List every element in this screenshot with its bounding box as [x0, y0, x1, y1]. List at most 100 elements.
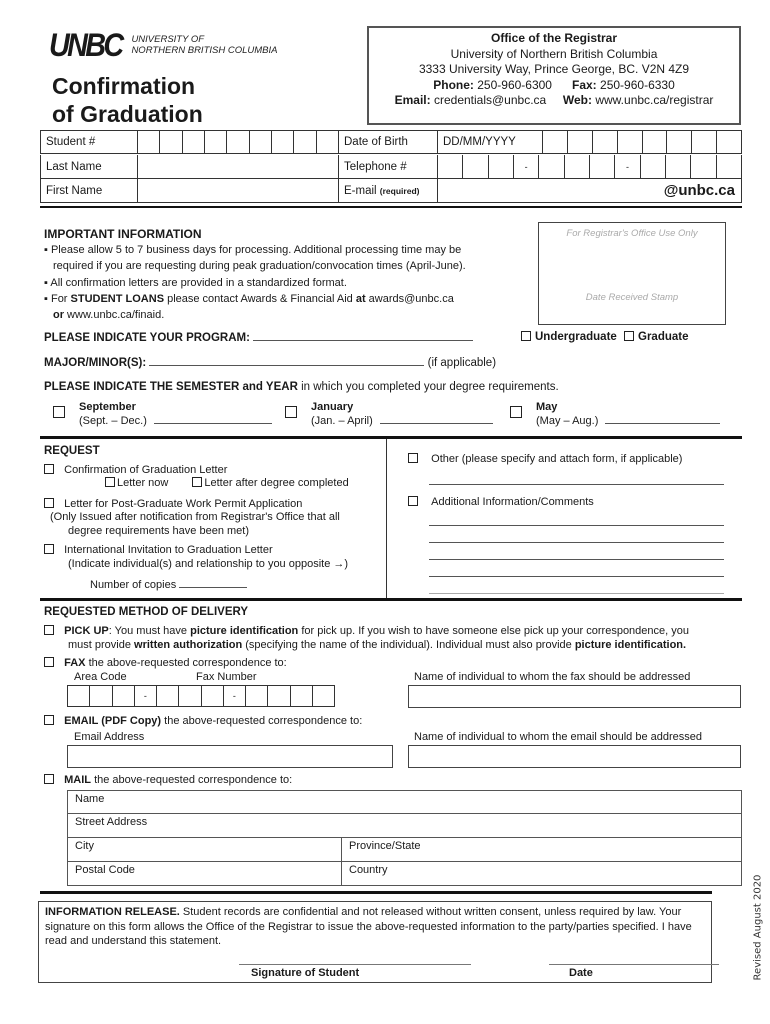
fax-value: 250-960-6330	[600, 77, 675, 92]
january-year-input[interactable]	[379, 414, 493, 424]
email-address-input[interactable]	[67, 745, 393, 768]
mail-province-input[interactable]: Province/State	[341, 838, 741, 861]
email-address-label: Email Address	[74, 731, 145, 743]
pickup-checkbox[interactable]	[44, 625, 54, 635]
student-number-boxes[interactable]	[138, 131, 339, 153]
finaid-link[interactable]: www.unbc.ca/finaid.	[64, 309, 165, 322]
revised-date: Revised August 2020	[752, 874, 764, 981]
info-bullet-1-cont: required if you are requesting during pe…	[53, 260, 466, 273]
dash: -	[514, 155, 540, 178]
release-heading: INFORMATION RELEASE.	[45, 906, 180, 918]
confirmation-letter-checkbox[interactable]	[44, 463, 54, 474]
office-contact-box: Office of the Registrar University of No…	[367, 26, 741, 125]
awards-email-link[interactable]: awards@unbc.ca	[365, 292, 454, 305]
january-checkbox[interactable]	[285, 406, 297, 418]
program-input[interactable]	[253, 331, 474, 341]
email-input[interactable]: @unbc.ca	[438, 179, 741, 202]
email-domain: @unbc.ca	[663, 182, 735, 199]
letter-after-label: Letter after degree completed	[204, 477, 349, 489]
pickup-bold: written authorization	[134, 639, 243, 651]
confirmation-letter-label: Confirmation of Graduation Letter	[64, 463, 228, 476]
student-number-label: Student #	[41, 131, 138, 153]
mail-city-row: City Province/State	[67, 838, 742, 862]
january-label: January	[311, 401, 354, 413]
september-year-input[interactable]	[153, 414, 272, 424]
phone-label: Phone:	[433, 77, 474, 92]
title-line2: of Graduation	[52, 101, 203, 127]
info-bullet-3-pre: For	[50, 292, 71, 305]
divider	[40, 206, 742, 208]
mail-street-input[interactable]: Street Address	[67, 814, 742, 838]
first-name-input[interactable]	[138, 179, 339, 202]
release-text: signature on this form allows the Office…	[45, 920, 692, 933]
page-title: Confirmation of Graduation	[52, 72, 203, 128]
information-release-box: INFORMATION RELEASE. Student records are…	[38, 901, 719, 983]
mail-delivery-text: the above-requested correspondence to:	[91, 774, 293, 786]
logo-wordmark: UNBC	[49, 27, 124, 63]
office-web-link[interactable]: www.unbc.ca/registrar	[595, 93, 714, 107]
telephone-label: Telephone #	[339, 155, 438, 178]
comments-line-3[interactable]	[429, 550, 724, 560]
september-label: September	[79, 401, 136, 413]
comments-line-5[interactable]	[429, 584, 724, 594]
may-checkbox[interactable]	[510, 406, 522, 418]
telephone-boxes[interactable]: --	[438, 155, 741, 178]
info-bullet-1: Please allow 5 to 7 business days for pr…	[50, 244, 462, 257]
comments-line-2[interactable]	[429, 533, 724, 543]
email-recipient-input[interactable]	[408, 745, 741, 768]
fax-number-boxes[interactable]: --	[67, 685, 335, 707]
letter-now-checkbox[interactable]	[105, 477, 115, 487]
last-name-input[interactable]	[138, 155, 339, 178]
phone-value: 250-960-6300	[477, 77, 552, 92]
date-line[interactable]	[549, 964, 719, 965]
mail-city-input[interactable]: City	[75, 840, 94, 852]
comments-line-1[interactable]	[429, 516, 724, 526]
fax-recipient-input[interactable]	[408, 685, 741, 708]
semester-heading: PLEASE INDICATE THE SEMESTER and YEAR in…	[44, 381, 559, 393]
mail-country-input[interactable]: Country	[341, 862, 741, 885]
row-first-name: First Name E-mail (required) @unbc.ca	[40, 179, 742, 203]
major-input[interactable]	[149, 356, 425, 366]
comments-line-4[interactable]	[429, 567, 724, 577]
work-permit-checkbox[interactable]	[44, 497, 54, 508]
at-word: at	[355, 292, 366, 305]
unbc-logo: UNBC UNIVERSITY OF NORTHERN BRITISH COLU…	[45, 27, 277, 63]
office-email-link[interactable]: credentials@unbc.ca	[433, 93, 547, 107]
web-label: Web:	[562, 93, 592, 107]
additional-info-checkbox[interactable]	[408, 496, 418, 506]
graduate-checkbox[interactable]	[624, 331, 634, 341]
mail-delivery-checkbox[interactable]	[44, 774, 54, 784]
dash: -	[615, 155, 641, 178]
if-applicable: (if applicable)	[427, 357, 497, 369]
mail-name-input[interactable]: Name	[67, 790, 742, 814]
international-invitation-checkbox[interactable]	[44, 544, 54, 554]
work-permit-note-cont: degree requirements have been met)	[68, 524, 249, 537]
other-input[interactable]	[429, 475, 724, 485]
signature-line[interactable]	[239, 964, 471, 965]
first-name-label: First Name	[41, 179, 138, 202]
mail-postal-input[interactable]: Postal Code	[75, 864, 135, 876]
other-checkbox[interactable]	[408, 453, 418, 463]
request-section: REQUEST Confirmation of Graduation Lette…	[44, 445, 349, 593]
release-text: Student records are confidential and not…	[179, 906, 682, 918]
copies-input[interactable]	[179, 578, 248, 588]
graduate-label: Graduate	[638, 331, 689, 343]
september-range: (Sept. – Dec.)	[79, 415, 147, 427]
dob-boxes[interactable]	[543, 131, 741, 153]
september-checkbox[interactable]	[53, 406, 65, 418]
letter-after-checkbox[interactable]	[192, 477, 203, 487]
email-required: (required)	[379, 185, 420, 196]
undergraduate-checkbox[interactable]	[521, 331, 531, 341]
major-line: MAJOR/MINOR(S): (if applicable)	[44, 356, 496, 369]
student-loans: STUDENT LOANS	[70, 292, 165, 305]
semester-september: September (Sept. – Dec.)	[53, 401, 272, 428]
email-delivery-checkbox[interactable]	[44, 715, 54, 725]
work-permit-label: Letter for Post-Graduate Work Permit App…	[64, 497, 303, 510]
mail-street-label: Street Address	[75, 816, 148, 828]
pickup-text: must provide	[68, 639, 135, 651]
area-code-label: Area Code	[74, 671, 127, 683]
fax-checkbox[interactable]	[44, 657, 54, 667]
semester-heading-rest: in which you completed your degree requi…	[297, 381, 559, 393]
may-year-input[interactable]	[605, 414, 721, 424]
logo-line2: NORTHERN BRITISH COLUMBIA	[131, 45, 278, 56]
